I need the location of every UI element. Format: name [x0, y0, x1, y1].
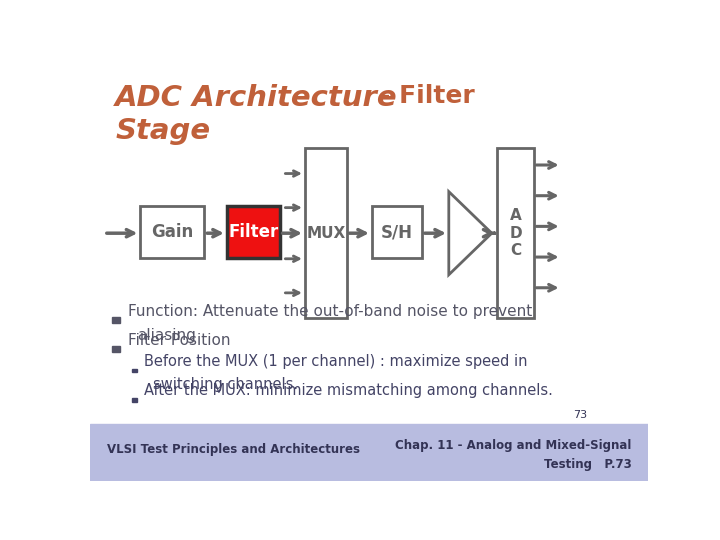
Text: - Filter: - Filter [380, 84, 475, 107]
Bar [372, 206, 422, 258]
Text: VLSI Test Principles and Architectures: VLSI Test Principles and Architectures [107, 443, 360, 456]
Text: Filter: Filter [228, 223, 279, 241]
Bar [132, 398, 137, 402]
Bar [305, 148, 347, 319]
Bar [112, 317, 120, 322]
Text: ADC Architecture: ADC Architecture [115, 84, 397, 112]
Text: Function: Attenuate the out-of-band noise to prevent: Function: Attenuate the out-of-band nois… [128, 304, 532, 319]
Text: Filter Position: Filter Position [128, 333, 230, 348]
Text: MUX: MUX [306, 226, 346, 241]
Bar [227, 206, 279, 258]
Text: A
D
C: A D C [509, 208, 522, 258]
Text: Gain: Gain [151, 223, 194, 241]
Bar [498, 148, 534, 319]
Text: Chap. 11 - Analog and Mixed-Signal: Chap. 11 - Analog and Mixed-Signal [395, 439, 631, 452]
Bar [112, 346, 120, 352]
Text: Before the MUX (1 per channel) : maximize speed in: Before the MUX (1 per channel) : maximiz… [144, 354, 528, 369]
Text: Testing   P.73: Testing P.73 [544, 458, 631, 471]
Bar [90, 65, 648, 427]
Bar [90, 424, 648, 481]
Polygon shape [449, 192, 492, 275]
Bar [132, 369, 137, 373]
Text: switching channels.: switching channels. [153, 377, 298, 393]
Text: aliasing: aliasing [138, 328, 197, 343]
Text: 73: 73 [572, 410, 587, 420]
Text: S/H: S/H [381, 223, 413, 241]
Text: After the MUX: minimize mismatching among channels.: After the MUX: minimize mismatching amon… [144, 383, 553, 399]
Bar [140, 206, 204, 258]
Text: Stage: Stage [115, 117, 210, 145]
